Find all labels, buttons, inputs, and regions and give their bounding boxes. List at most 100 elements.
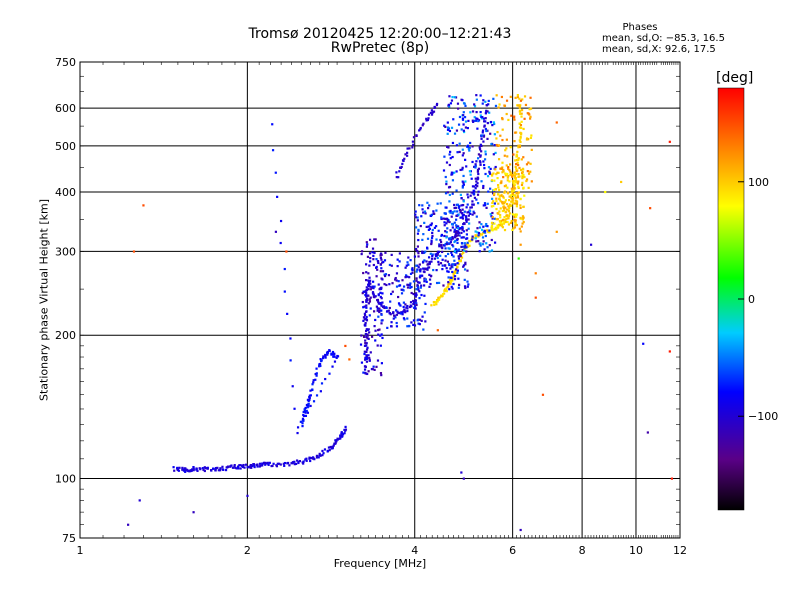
data-point [372, 285, 375, 288]
data-point [458, 208, 462, 212]
data-point [414, 226, 418, 229]
data-point [474, 235, 478, 238]
data-point [362, 335, 366, 339]
data-point [521, 222, 524, 225]
data-point [377, 309, 381, 312]
data-point [416, 284, 419, 288]
data-point [448, 129, 452, 133]
data-point [365, 263, 368, 266]
y-tick-label: 600 [55, 102, 76, 115]
data-point [395, 285, 399, 288]
data-point [279, 241, 282, 245]
data-point [460, 197, 463, 200]
data-point [426, 267, 429, 270]
data-point [450, 251, 453, 254]
data-point [453, 206, 456, 210]
data-point [390, 292, 393, 296]
data-point [309, 389, 312, 392]
data-point [467, 211, 471, 214]
data-point [423, 251, 426, 254]
data-point [472, 210, 475, 213]
data-point [365, 297, 369, 300]
data-point [465, 250, 468, 253]
data-point [239, 467, 242, 470]
data-point [462, 174, 465, 178]
data-point [520, 158, 523, 161]
data-point [454, 236, 457, 239]
data-point [427, 225, 430, 228]
data-point [456, 232, 459, 235]
data-point [312, 381, 315, 384]
data-point [279, 463, 282, 466]
data-point [365, 350, 368, 354]
data-point [516, 93, 519, 97]
phases-o-stats: mean, sd,O: −85.3, 16.5 [602, 33, 725, 44]
data-point [464, 263, 467, 266]
data-point [488, 231, 491, 234]
data-point [421, 238, 424, 241]
data-point [468, 149, 471, 152]
data-point [521, 215, 525, 218]
data-point [465, 206, 468, 209]
data-point [473, 165, 476, 168]
data-point [477, 234, 480, 237]
data-point [453, 171, 456, 174]
data-point [435, 225, 438, 228]
data-point [339, 437, 342, 440]
data-point [449, 278, 452, 281]
data-point [529, 162, 532, 165]
data-point [418, 290, 421, 293]
data-point [306, 411, 310, 414]
data-point [462, 114, 465, 117]
data-point [395, 171, 398, 174]
data-point [497, 144, 501, 147]
data-point [452, 263, 455, 266]
data-point [264, 463, 267, 466]
data-point [501, 209, 504, 213]
data-point [517, 104, 520, 107]
data-point [417, 286, 420, 289]
data-point [231, 466, 235, 469]
x-tick-label: 4 [411, 544, 418, 557]
data-point [431, 231, 434, 235]
data-point [492, 204, 495, 208]
data-point [494, 165, 497, 169]
data-point [428, 260, 431, 264]
data-point [457, 213, 460, 216]
data-point [319, 364, 322, 368]
data-point [461, 148, 464, 151]
data-point [403, 318, 406, 321]
data-point [453, 210, 456, 213]
data-point [507, 167, 510, 170]
data-point [326, 350, 329, 354]
data-point [461, 214, 464, 217]
data-point [479, 155, 482, 158]
data-point [431, 254, 434, 258]
data-point [519, 137, 522, 140]
data-point [266, 462, 269, 465]
data-point [460, 245, 463, 248]
data-point [455, 235, 458, 238]
data-point [443, 124, 446, 127]
data-point [408, 305, 412, 309]
data-point [459, 210, 462, 213]
data-point [471, 185, 475, 188]
data-point [235, 467, 238, 470]
data-point [424, 302, 427, 306]
data-point [195, 467, 198, 471]
data-point [437, 229, 440, 232]
data-point [454, 269, 458, 272]
data-point [503, 201, 507, 204]
data-point [520, 225, 523, 228]
data-point [460, 128, 463, 131]
data-point [363, 305, 366, 308]
data-point [450, 126, 454, 129]
data-point [221, 465, 224, 468]
data-point [393, 314, 396, 317]
data-point [642, 342, 645, 345]
data-point [488, 244, 491, 247]
data-point [330, 353, 333, 356]
data-point [367, 302, 370, 305]
data-point [418, 296, 421, 300]
data-point [448, 193, 451, 197]
